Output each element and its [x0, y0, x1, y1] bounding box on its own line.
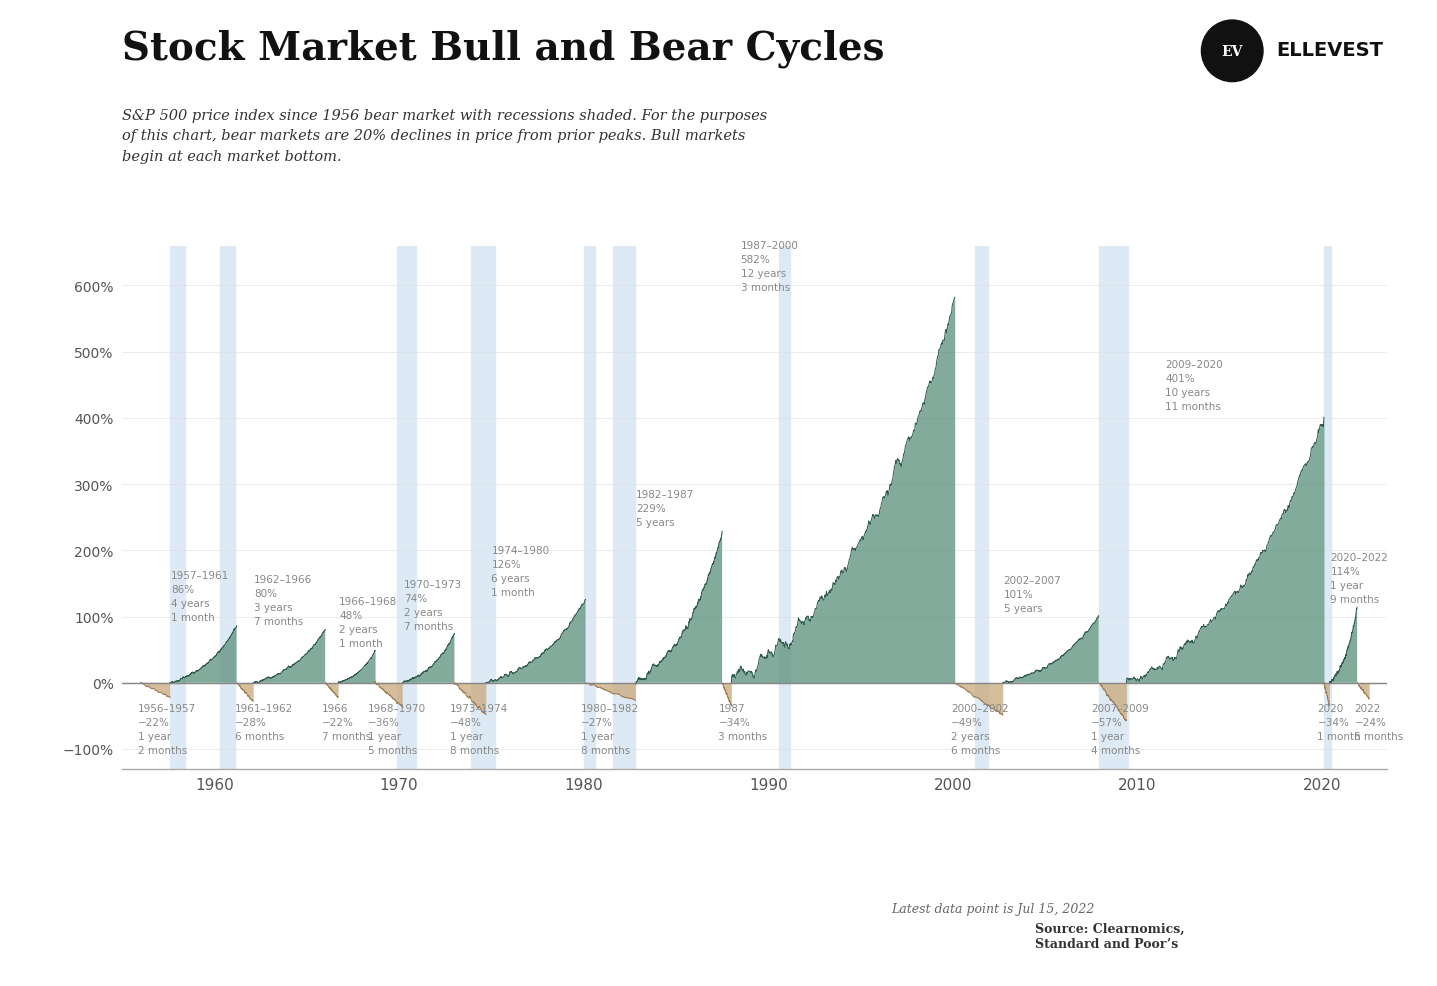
Text: 1966–1968
48%
2 years
1 month: 1966–1968 48% 2 years 1 month — [339, 597, 397, 649]
Bar — [170, 246, 185, 769]
Text: 2020–2022
114%
1 year
9 months: 2020–2022 114% 1 year 9 months — [1331, 552, 1388, 604]
Bar — [471, 246, 496, 769]
Text: Source: Clearnomics,
Standard and Poor’s: Source: Clearnomics, Standard and Poor’s — [1035, 922, 1184, 950]
Text: 1973–1974
−48%
1 year
8 months: 1973–1974 −48% 1 year 8 months — [450, 703, 509, 755]
Text: 1956–1957
−22%
1 year
2 months: 1956–1957 −22% 1 year 2 months — [138, 703, 195, 755]
Text: 2007–2009
−57%
1 year
4 months: 2007–2009 −57% 1 year 4 months — [1091, 703, 1150, 755]
Bar — [779, 246, 790, 769]
Bar — [397, 246, 415, 769]
Text: 1982–1987
229%
5 years: 1982–1987 229% 5 years — [637, 490, 694, 528]
Text: Latest data point is Jul 15, 2022: Latest data point is Jul 15, 2022 — [891, 902, 1095, 915]
Bar — [976, 246, 989, 769]
Bar — [220, 246, 234, 769]
Text: 2022
−24%
6 months: 2022 −24% 6 months — [1355, 703, 1404, 740]
Text: S&P 500 price index since 1956 bear market with recessions shaded. For the purpo: S&P 500 price index since 1956 bear mark… — [122, 108, 767, 164]
Text: Stock Market Bull and Bear Cycles: Stock Market Bull and Bear Cycles — [122, 30, 885, 68]
Text: 1987
−34%
3 months: 1987 −34% 3 months — [718, 703, 767, 740]
Text: 2020
−34%
1 month: 2020 −34% 1 month — [1318, 703, 1361, 740]
Text: 1968–1970
−36%
1 year
5 months: 1968–1970 −36% 1 year 5 months — [368, 703, 425, 755]
Text: 1987–2000
582%
12 years
3 months: 1987–2000 582% 12 years 3 months — [740, 241, 799, 293]
Text: 1961–1962
−28%
6 months: 1961–1962 −28% 6 months — [234, 703, 293, 740]
Text: EV: EV — [1221, 44, 1243, 59]
Text: 1957–1961
86%
4 years
1 month: 1957–1961 86% 4 years 1 month — [171, 570, 230, 622]
Text: 2009–2020
401%
10 years
11 months: 2009–2020 401% 10 years 11 months — [1165, 360, 1223, 412]
Text: 1970–1973
74%
2 years
7 months: 1970–1973 74% 2 years 7 months — [404, 580, 461, 631]
Text: 2000–2002
−49%
2 years
6 months: 2000–2002 −49% 2 years 6 months — [951, 703, 1009, 755]
Circle shape — [1201, 21, 1263, 83]
Bar — [1099, 246, 1128, 769]
Text: 1974–1980
126%
6 years
1 month: 1974–1980 126% 6 years 1 month — [491, 545, 549, 598]
Text: 1966
−22%
7 months: 1966 −22% 7 months — [322, 703, 371, 740]
Text: 2002–2007
101%
5 years: 2002–2007 101% 5 years — [1003, 575, 1062, 613]
Bar — [1323, 246, 1331, 769]
Text: 1962–1966
80%
3 years
7 months: 1962–1966 80% 3 years 7 months — [254, 575, 312, 627]
Text: 1980–1982
−27%
1 year
8 months: 1980–1982 −27% 1 year 8 months — [581, 703, 639, 755]
Bar — [614, 246, 635, 769]
Text: ELLEVEST: ELLEVEST — [1276, 41, 1382, 60]
Bar — [583, 246, 595, 769]
